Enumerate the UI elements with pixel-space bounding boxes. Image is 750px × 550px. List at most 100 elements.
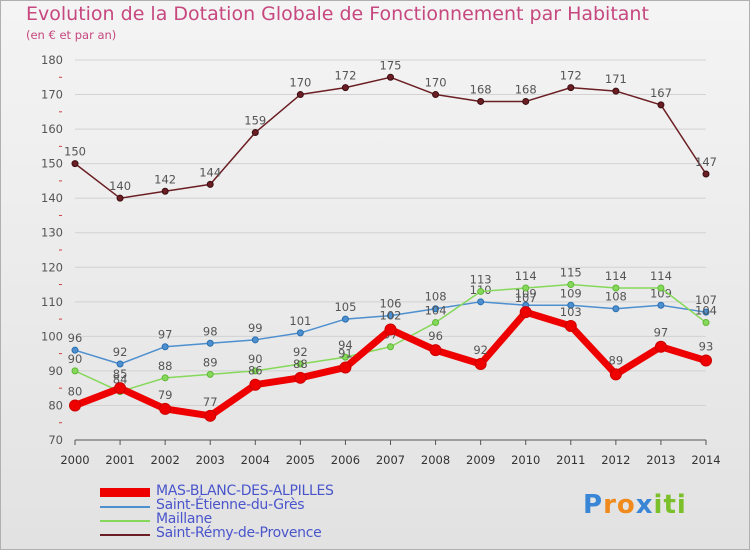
data-label-saint-remy-de-provence: 168 (515, 82, 537, 96)
x-tick-label: 2000 (60, 453, 89, 467)
data-label-saint-remy-de-provence: 168 (470, 82, 492, 96)
data-label-maillane: 92 (293, 345, 308, 359)
x-tick-label: 2012 (601, 453, 630, 467)
y-tick-label: 70 (48, 433, 63, 447)
data-label-mas-blanc-des-alpilles: 102 (380, 308, 402, 322)
data-point-mas-blanc-des-alpilles (429, 344, 442, 357)
x-tick-label: 2013 (646, 453, 675, 467)
legend-label: MAS-BLANC-DES-ALPILLES (156, 483, 334, 499)
data-point-saint-etienne-du-gres (387, 312, 394, 320)
data-point-maillane (522, 284, 530, 292)
data-label-mas-blanc-des-alpilles: 85 (113, 367, 128, 381)
data-point-saint-remy-de-provence (567, 84, 575, 92)
x-tick-label: 2011 (556, 453, 585, 467)
data-point-saint-etienne-du-gres (567, 301, 575, 309)
data-point-mas-blanc-des-alpilles (204, 409, 217, 422)
data-point-saint-remy-de-provence (116, 194, 124, 202)
data-point-maillane (567, 281, 575, 289)
y-tick-label: 130 (41, 226, 63, 240)
data-point-saint-etienne-du-gres (612, 305, 620, 313)
data-label-saint-remy-de-provence: 170 (289, 76, 311, 90)
data-point-saint-remy-de-provence (387, 73, 394, 81)
data-point-maillane (702, 319, 710, 327)
data-point-saint-remy-de-provence (522, 97, 530, 105)
logo-letter: i (676, 490, 687, 520)
data-point-saint-remy-de-provence (206, 180, 214, 188)
data-label-mas-blanc-des-alpilles: 80 (68, 384, 83, 398)
data-point-mas-blanc-des-alpilles (519, 306, 532, 319)
data-label-mas-blanc-des-alpilles: 89 (609, 353, 624, 367)
data-label-maillane: 115 (560, 266, 582, 280)
legend-swatch (100, 520, 150, 522)
legend-item-mas-blanc[interactable]: MAS-BLANC-DES-ALPILLES (100, 483, 400, 500)
data-label-mas-blanc-des-alpilles: 91 (338, 346, 353, 360)
data-point-maillane (387, 343, 394, 351)
data-label-saint-remy-de-provence: 171 (605, 72, 627, 86)
data-label-saint-remy-de-provence: 170 (425, 76, 447, 90)
data-label-mas-blanc-des-alpilles: 93 (699, 340, 714, 354)
data-point-maillane (477, 287, 485, 295)
data-point-saint-remy-de-provence (477, 97, 485, 105)
logo-letter: o (616, 490, 636, 520)
y-tick-label: 80 (48, 398, 63, 412)
data-label-saint-remy-de-provence: 172 (334, 69, 356, 83)
legend-item-saint-etienne[interactable]: Saint-Étienne-du-Grès (100, 497, 400, 514)
y-tick-label: 100 (41, 329, 63, 343)
data-label-saint-remy-de-provence: 147 (695, 155, 717, 169)
data-label-saint-etienne-du-gres: 109 (560, 286, 582, 300)
data-label-maillane: 104 (695, 304, 717, 318)
data-label-saint-etienne-du-gres: 92 (113, 345, 128, 359)
data-point-saint-remy-de-provence (432, 91, 440, 99)
data-label-saint-remy-de-provence: 144 (199, 165, 221, 179)
data-point-saint-etienne-du-gres (251, 336, 259, 344)
x-tick-label: 2007 (376, 453, 405, 467)
data-label-saint-etienne-du-gres: 105 (334, 300, 356, 314)
data-point-mas-blanc-des-alpilles (339, 361, 352, 374)
data-point-saint-etienne-du-gres (116, 360, 124, 368)
data-point-saint-remy-de-provence (71, 160, 79, 168)
data-point-maillane (161, 374, 169, 382)
data-label-mas-blanc-des-alpilles: 107 (515, 291, 537, 305)
data-label-saint-remy-de-provence: 167 (650, 86, 672, 100)
legend-item-maillane[interactable]: Maillane (100, 511, 400, 528)
data-label-mas-blanc-des-alpilles: 92 (473, 343, 488, 357)
data-label-maillane: 84 (113, 373, 128, 387)
data-point-mas-blanc-des-alpilles (654, 340, 667, 353)
legend-item-saint-remy[interactable]: Saint-Rémy-de-Provence (100, 525, 400, 542)
data-label-maillane: 114 (605, 269, 627, 283)
data-label-saint-etienne-du-gres: 99 (248, 321, 263, 335)
logo-letter: t (663, 490, 677, 520)
data-point-maillane (612, 284, 620, 292)
data-point-maillane (206, 370, 214, 378)
x-tick-label: 2006 (331, 453, 360, 467)
x-tick-label: 2014 (691, 453, 720, 467)
data-point-saint-etienne-du-gres (296, 329, 304, 337)
data-point-maillane (341, 353, 349, 361)
data-point-saint-etienne-du-gres (161, 343, 169, 351)
y-tick-label: 160 (41, 122, 63, 136)
data-point-saint-etienne-du-gres (206, 339, 214, 347)
proxiti-logo: Proxiti (583, 490, 687, 520)
data-point-mas-blanc-des-alpilles (114, 382, 127, 395)
data-point-mas-blanc-des-alpilles (69, 399, 81, 412)
x-tick-label: 2004 (241, 453, 270, 467)
x-tick-label: 2010 (511, 453, 540, 467)
data-point-saint-remy-de-provence (612, 87, 620, 95)
legend-swatch (100, 534, 150, 536)
data-point-maillane (251, 367, 259, 375)
x-tick-label: 2009 (466, 453, 495, 467)
data-point-saint-remy-de-provence (702, 170, 710, 178)
data-point-maillane (657, 284, 665, 292)
data-point-saint-etienne-du-gres (702, 308, 710, 316)
data-label-mas-blanc-des-alpilles: 96 (428, 329, 443, 343)
legend-label: Saint-Rémy-de-Provence (156, 525, 322, 541)
data-point-saint-remy-de-provence (251, 129, 259, 137)
data-label-maillane: 113 (470, 272, 492, 286)
data-point-saint-remy-de-provence (296, 91, 304, 99)
data-point-saint-etienne-du-gres (477, 298, 485, 306)
data-label-saint-remy-de-provence: 172 (560, 69, 582, 83)
chart-title: Evolution de la Dotation Globale de Fonc… (26, 3, 649, 25)
data-label-maillane: 90 (248, 352, 263, 366)
